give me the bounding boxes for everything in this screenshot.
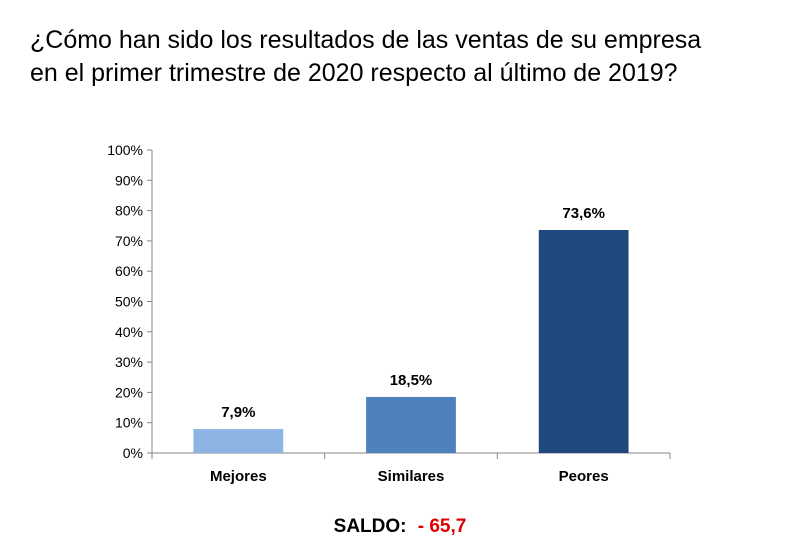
title-line-1: ¿Cómo han sido los resultados de las ven… bbox=[30, 26, 702, 54]
y-axis: 0% 10% 20% 30% 40% 50% 60% 70% 80% 90% 100% bbox=[107, 142, 153, 461]
y-tick-label: 0% bbox=[123, 445, 143, 461]
data-label: 73,6% bbox=[562, 205, 605, 222]
y-tick-label: 40% bbox=[115, 324, 143, 340]
category-label: Similares bbox=[378, 468, 445, 485]
bar-similares bbox=[366, 396, 456, 453]
y-tick-label: 10% bbox=[115, 415, 143, 431]
y-tick-label: 80% bbox=[115, 203, 143, 219]
data-label: 7,9% bbox=[221, 404, 255, 421]
title-line-2: en el primer trimestre de 2020 respecto … bbox=[30, 59, 678, 87]
bar-chart: 0% 10% 20% 30% 40% 50% 60% 70% 80% 90% 100% Mejore… bbox=[107, 142, 671, 485]
bar-mejores bbox=[193, 429, 284, 453]
saldo-label: SALDO: bbox=[333, 516, 407, 537]
category-label: Mejores bbox=[210, 468, 267, 485]
x-axis: Mejores Similares Peores bbox=[151, 452, 671, 485]
y-tick-label: 30% bbox=[115, 354, 143, 370]
chart-title: ¿Cómo han sido los resultados de las ven… bbox=[30, 24, 780, 90]
y-tick-label: 90% bbox=[115, 172, 143, 188]
saldo-summary: SALDO: - 65,7 bbox=[0, 516, 800, 538]
y-tick-label: 60% bbox=[115, 263, 143, 279]
y-tick-label: 100% bbox=[107, 142, 143, 158]
data-label: 18,5% bbox=[390, 372, 433, 389]
bar-peores bbox=[538, 229, 629, 453]
y-tick-label: 70% bbox=[115, 233, 143, 249]
y-tick-label: 20% bbox=[115, 384, 143, 400]
category-label: Peores bbox=[559, 468, 609, 485]
saldo-value: - 65,7 bbox=[417, 516, 467, 537]
bars: 7,9% 18,5% 73,6% bbox=[193, 205, 629, 453]
y-tick-label: 50% bbox=[115, 294, 143, 310]
